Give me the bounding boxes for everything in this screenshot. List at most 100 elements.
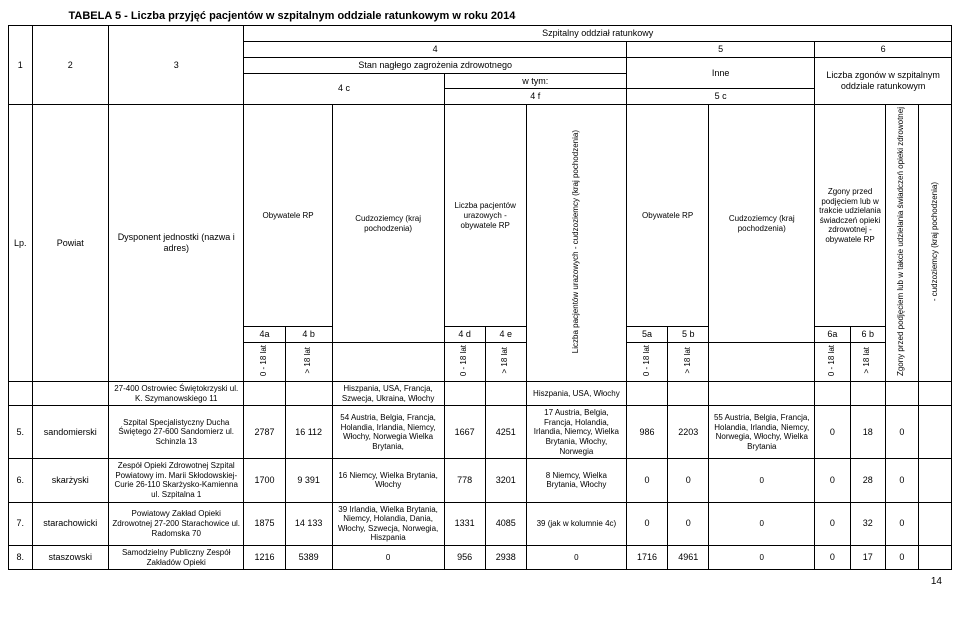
- table-cell: 0: [885, 545, 918, 569]
- col-1: 1: [9, 26, 33, 105]
- table-cell: 6.: [9, 459, 33, 502]
- table-cell: 1216: [244, 545, 285, 569]
- col-4: 4: [244, 41, 627, 57]
- age-4a: 0 - 18 lat: [244, 343, 285, 382]
- col-2: 2: [32, 26, 109, 105]
- table-cell: 16 112: [285, 406, 332, 459]
- table-cell: [32, 382, 109, 406]
- liczba-pacjentow: Liczba pacjentów urazowych - obywatele R…: [444, 105, 526, 327]
- table-cell: [918, 406, 951, 459]
- table-title: TABELA 5 - Liczba przyjęć pacjentów w sz…: [9, 8, 952, 26]
- table-cell: 5.: [9, 406, 33, 459]
- table-cell: Samodzielny Publiczny Zespół Zakładów Op…: [109, 545, 244, 569]
- zgony-v2: - cudzoziemcy (kraj pochodzenia): [918, 105, 951, 382]
- table-cell: [885, 382, 918, 406]
- col-4c: 4 c: [244, 73, 444, 105]
- table-cell: 9 391: [285, 459, 332, 502]
- table-cell: 2787: [244, 406, 285, 459]
- table-cell: 778: [444, 459, 485, 502]
- table-cell: Powiatowy Zakład Opieki Zdrowotnej 27-20…: [109, 502, 244, 545]
- age-6b: > 18 lat: [850, 343, 885, 382]
- table-cell: 1716: [626, 545, 667, 569]
- stan-header: Stan nagłego zagrożenia zdrowotnego: [244, 57, 627, 73]
- table-cell: [918, 545, 951, 569]
- lp-header: Lp.: [9, 105, 33, 382]
- age-4b: > 18 lat: [285, 343, 332, 382]
- table-cell: 18: [850, 406, 885, 459]
- table-cell: 1331: [444, 502, 485, 545]
- table-cell: [9, 382, 33, 406]
- table-cell: 16 Niemcy, Wielka Brytania, Włochy: [332, 459, 444, 502]
- table-cell: 0: [815, 502, 850, 545]
- col-4d: 4 d: [444, 327, 485, 343]
- table-cell: 0: [709, 545, 815, 569]
- powiat-header: Powiat: [32, 105, 109, 382]
- table-cell: Hiszpania, USA, Włochy: [526, 382, 626, 406]
- table-cell: 54 Austria, Belgia, Francja, Holandia, I…: [332, 406, 444, 459]
- table-cell: [815, 382, 850, 406]
- table-cell: [626, 382, 667, 406]
- szpitalny-header: Szpitalny oddział ratunkowy: [244, 26, 952, 42]
- age-6a: 0 - 18 lat: [815, 343, 850, 382]
- table-cell: 39 (jak w kolumnie 4c): [526, 502, 626, 545]
- wtym-header: w tym:: [444, 73, 626, 89]
- inne-header: Inne: [626, 57, 814, 89]
- table-cell: [668, 382, 709, 406]
- table-row: 27-400 Ostrowiec Świętokrzyski ul. K. Sz…: [9, 382, 952, 406]
- table-cell: 0: [815, 406, 850, 459]
- table-cell: 17: [850, 545, 885, 569]
- table-cell: 0: [815, 459, 850, 502]
- zgony-przed: Zgony przed podjęciem lub w trakcie udzi…: [815, 105, 886, 327]
- page-number: 14: [8, 570, 952, 587]
- cudzoziemcy-1: Cudzoziemcy (kraj pochodzenia): [332, 105, 444, 343]
- table-cell: 32: [850, 502, 885, 545]
- col-6b: 6 b: [850, 327, 885, 343]
- table-cell: Szpital Specjalistyczny Ducha Świętego 2…: [109, 406, 244, 459]
- table-cell: Zespół Opieki Zdrowotnej Szpital Powiato…: [109, 459, 244, 502]
- table-cell: Hiszpania, USA, Francja, Szwecja, Ukrain…: [332, 382, 444, 406]
- table-cell: 0: [626, 502, 667, 545]
- table-cell: 4085: [485, 502, 526, 545]
- age-4e: > 18 lat: [485, 343, 526, 382]
- table-cell: 0: [709, 502, 815, 545]
- table-cell: [850, 382, 885, 406]
- col-3: 3: [109, 26, 244, 105]
- table-cell: 0: [668, 502, 709, 545]
- obywatele-rp-1: Obywatele RP: [244, 105, 332, 327]
- col-5c: 5 c: [626, 89, 814, 105]
- table-cell: 1700: [244, 459, 285, 502]
- table-cell: 2938: [485, 545, 526, 569]
- col-5: 5: [626, 41, 814, 57]
- liczba-pacjentow-v: Liczba pacjentów urazowych - cudzoziemcy…: [526, 105, 626, 382]
- main-table: TABELA 5 - Liczba przyjęć pacjentów w sz…: [8, 8, 952, 570]
- col-4b: 4 b: [285, 327, 332, 343]
- col-4a: 4a: [244, 327, 285, 343]
- table-cell: starachowicki: [32, 502, 109, 545]
- table-cell: 4251: [485, 406, 526, 459]
- table-cell: 0: [815, 545, 850, 569]
- table-cell: 5389: [285, 545, 332, 569]
- table-cell: 0: [332, 545, 444, 569]
- table-cell: 0: [709, 459, 815, 502]
- table-cell: 14 133: [285, 502, 332, 545]
- table-cell: [918, 502, 951, 545]
- table-cell: 1875: [244, 502, 285, 545]
- col-4f: 4 f: [444, 89, 626, 105]
- table-row: 5.sandomierskiSzpital Specjalistyczny Du…: [9, 406, 952, 459]
- col-5a: 5a: [626, 327, 667, 343]
- table-cell: 7.: [9, 502, 33, 545]
- dysponent-header: Dysponent jednostki (nazwa i adres): [109, 105, 244, 382]
- table-cell: 28: [850, 459, 885, 502]
- table-cell: 39 Irlandia, Wielka Brytania, Niemcy, Ho…: [332, 502, 444, 545]
- table-cell: 0: [526, 545, 626, 569]
- age-5b: > 18 lat: [668, 343, 709, 382]
- table-cell: 0: [885, 459, 918, 502]
- table-cell: 4961: [668, 545, 709, 569]
- col-5b: 5 b: [668, 327, 709, 343]
- col-6a: 6a: [815, 327, 850, 343]
- zgony-v1: Zgony przed podjęciem lub w takcie udzie…: [885, 105, 918, 382]
- table-cell: 2203: [668, 406, 709, 459]
- table-row: 6.skarżyskiZespół Opieki Zdrowotnej Szpi…: [9, 459, 952, 502]
- age-4d: 0 - 18 lat: [444, 343, 485, 382]
- table-cell: [244, 382, 285, 406]
